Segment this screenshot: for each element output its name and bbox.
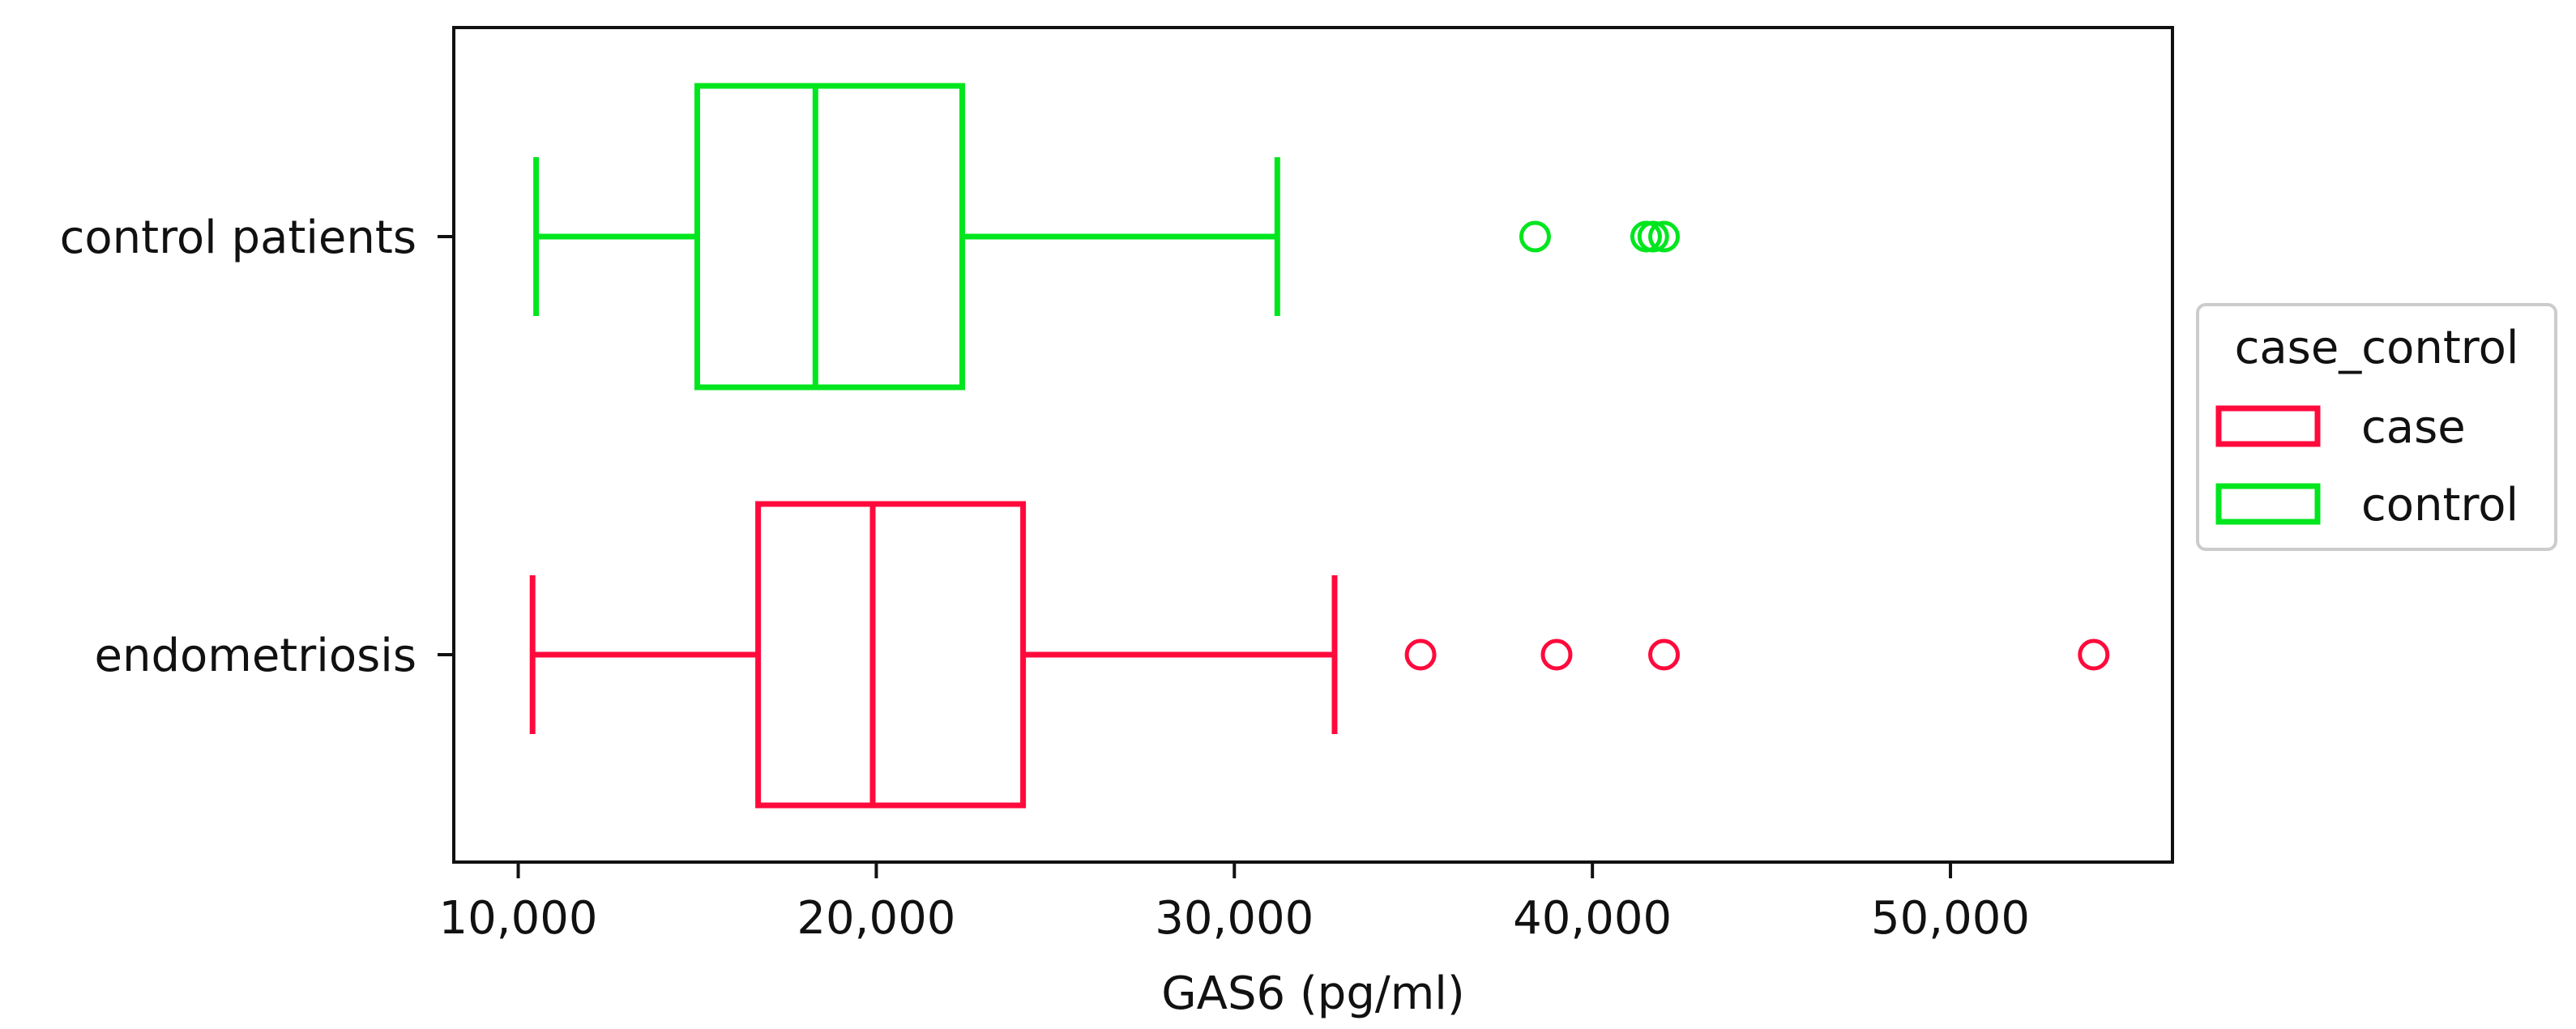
legend-entries: case control <box>2215 401 2518 532</box>
legend-label-control: control <box>2361 479 2518 532</box>
plot-area <box>452 26 2174 864</box>
outlier-point <box>1648 638 1681 671</box>
x-axis-title: GAS6 (pg/ml) <box>1161 967 1464 1020</box>
outlier-point <box>1519 220 1551 253</box>
outlier-point <box>1637 220 1669 253</box>
box-group-case <box>529 501 2110 809</box>
legend-swatch-case <box>2215 405 2321 447</box>
x-tick-label: 50,000 <box>1871 892 2030 945</box>
outlier-point <box>1648 220 1681 253</box>
box-group-control <box>533 83 1681 391</box>
legend-label-case: case <box>2361 401 2466 454</box>
outlier-point <box>1540 638 1573 671</box>
legend-swatch-control <box>2215 483 2321 525</box>
legend: case_control case control <box>2196 303 2557 551</box>
x-tick-label: 10,000 <box>439 892 598 945</box>
iqr-box <box>694 83 965 391</box>
legend-title: case_control <box>2235 322 2519 374</box>
chart-marks <box>529 83 2110 809</box>
y-tick-label: endometriosis <box>95 630 417 682</box>
outlier-point <box>1404 638 1437 671</box>
y-tick-label: control patients <box>60 211 417 264</box>
iqr-box <box>755 501 1027 809</box>
x-tick-label: 40,000 <box>1513 892 1672 945</box>
x-axis-ticks: 10,000 20,000 30,000 40,000 50,000 <box>439 862 2030 945</box>
outlier-point <box>2078 638 2110 671</box>
x-tick-label: 30,000 <box>1155 892 1314 945</box>
x-tick-label: 20,000 <box>797 892 955 945</box>
y-axis-ticks: control patients endometriosis <box>60 211 454 682</box>
